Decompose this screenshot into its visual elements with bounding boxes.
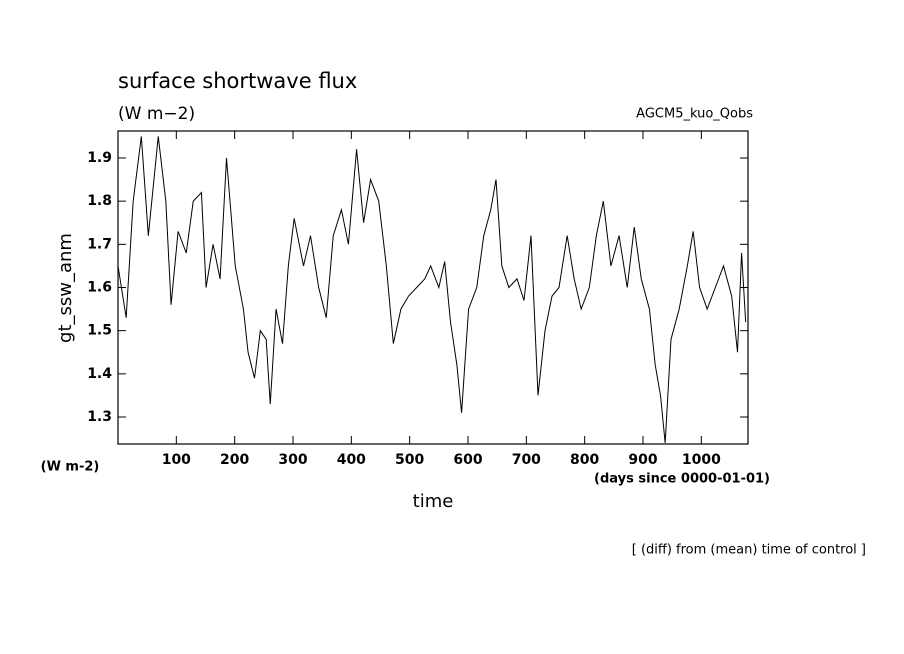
y-tick-label: 1.4 xyxy=(87,366,112,382)
y-tick-label: 1.9 xyxy=(87,150,112,166)
x-tick-label: 600 xyxy=(453,452,482,468)
x-tick-label: 700 xyxy=(512,452,541,468)
y-tick-label: 1.3 xyxy=(87,409,112,425)
y-tick-label: 1.6 xyxy=(87,280,112,296)
plot-frame xyxy=(117,130,749,445)
y-tick-label: 1.7 xyxy=(87,236,112,252)
x-tick-label: 100 xyxy=(162,452,191,468)
x-tick-label: 800 xyxy=(570,452,599,468)
x-tick-label: 300 xyxy=(278,452,307,468)
y-tick-label: 1.8 xyxy=(87,193,112,209)
x-axis-label: time xyxy=(413,491,454,512)
x-tick-label: 400 xyxy=(337,452,366,468)
annotation: AGCM5_kuo_Qobs xyxy=(636,107,753,122)
x-tick-label: 900 xyxy=(628,452,657,468)
chart-subtitle: (W m−2) xyxy=(118,104,195,124)
x-tick-label: 500 xyxy=(395,452,424,468)
x-tick-label: 200 xyxy=(220,452,249,468)
line-series xyxy=(117,136,747,443)
y-axis-label: gt_ssw_anm xyxy=(55,233,76,343)
chart-title: surface shortwave flux xyxy=(118,69,357,93)
x-tick-label: 1000 xyxy=(682,452,721,468)
x-unit: (days since 0000-01-01) xyxy=(594,472,770,487)
y-tick-label: 1.5 xyxy=(87,323,112,339)
y-unit: (W m-2) xyxy=(41,460,100,475)
footer: [ (diff) from (mean) time of control ] xyxy=(632,543,866,558)
